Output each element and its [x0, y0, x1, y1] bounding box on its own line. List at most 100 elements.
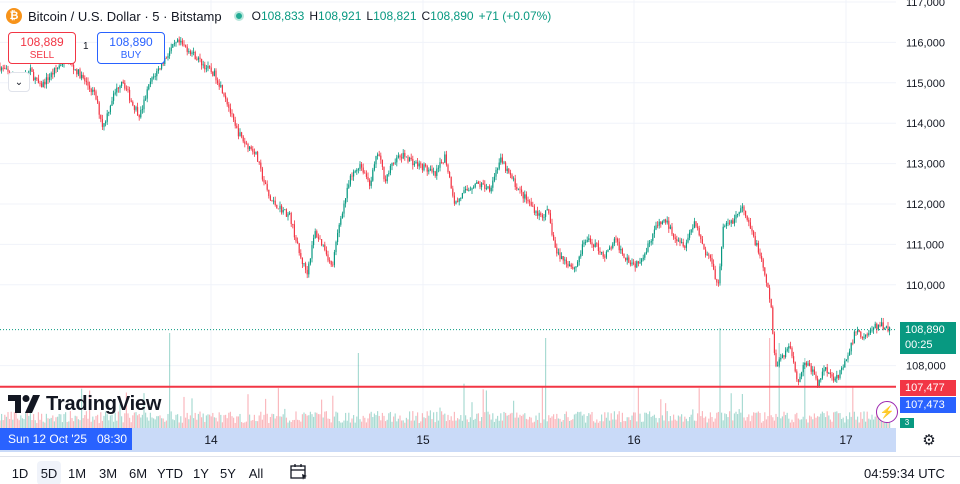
candle-body-234: [373, 164, 375, 170]
candle-body-140: [223, 93, 225, 96]
buy-button[interactable]: 108,890 BUY: [97, 32, 165, 64]
candle-body-215: [343, 203, 345, 214]
gear-icon[interactable]: ⚙: [918, 429, 940, 451]
volume-bar-293: [468, 422, 470, 428]
candle-body-170: [271, 200, 273, 202]
symbol-title[interactable]: Bitcoin / U.S. Dollar · 5 · Bitstamp: [28, 8, 222, 24]
candle-body-74: [117, 87, 119, 89]
volume-bar-514: [821, 411, 823, 428]
volume-bar-120: [191, 398, 193, 428]
calendar-icon[interactable]: [287, 461, 311, 484]
range-button-1d[interactable]: 1D: [6, 461, 34, 484]
candle-body-472: [754, 235, 756, 245]
volume-bar-512: [818, 416, 820, 428]
range-button-5y[interactable]: 5Y: [216, 461, 240, 484]
volume-bar-280: [447, 414, 449, 428]
volume-bar-43: [68, 421, 70, 428]
volume-bar-534: [853, 411, 855, 428]
volume-bar-158: [252, 420, 254, 428]
volume-bar-8: [12, 419, 14, 428]
volume-bar-275: [439, 407, 441, 428]
candle-body-375: [599, 250, 601, 253]
candle-body-519: [829, 372, 831, 375]
candle-body-168: [268, 189, 270, 197]
candle-body-97: [154, 76, 156, 78]
volume-bar-414: [661, 415, 663, 428]
range-button-3m[interactable]: 3M: [94, 461, 122, 484]
volume-bar-138: [220, 414, 222, 428]
volume-bar-386: [617, 414, 619, 428]
volume-bar-218: [348, 412, 350, 428]
price-chart[interactable]: 117,000 116,000 115,000 114,000 113,000 112,0…: [0, 0, 960, 452]
volume-bar-425: [679, 416, 681, 428]
volume-bar-253: [404, 422, 406, 428]
volume-bar-182: [290, 422, 292, 428]
volume-bar-320: [511, 412, 513, 428]
range-button-all[interactable]: All: [243, 461, 269, 484]
volume-bar-504: [805, 419, 807, 428]
volume-bar-339: [541, 387, 543, 428]
volume-bar-184: [293, 419, 295, 428]
candle-body-463: [740, 208, 742, 213]
volume-bar-376: [601, 414, 603, 428]
candle-body-503: [804, 362, 806, 365]
range-button-1m[interactable]: 1M: [64, 461, 90, 484]
price-tick-label-8: 108,000: [906, 361, 946, 373]
candle-body-410: [655, 225, 657, 230]
candle-body-439: [701, 239, 703, 244]
range-button-6m[interactable]: 6M: [124, 461, 152, 484]
volume-bar-56: [89, 390, 91, 428]
candle-body-351: [561, 256, 563, 260]
candle-body-185: [295, 237, 297, 242]
candle-body-214: [341, 213, 343, 219]
candle-body-420: [671, 226, 673, 235]
candle-body-484: [773, 333, 775, 353]
candle-body-538: [860, 331, 862, 338]
volume-bar-502: [802, 416, 804, 428]
chevron-down-icon[interactable]: ⌄: [8, 72, 30, 92]
candle-body-436: [697, 226, 699, 229]
candle-body-535: [855, 331, 857, 333]
volume-bar-533: [852, 387, 854, 428]
range-button-ytd[interactable]: YTD: [154, 461, 186, 484]
spread-value: 1: [83, 41, 89, 52]
volume-bar-452: [722, 420, 724, 428]
candle-body-356: [569, 264, 571, 267]
candle-body-512: [818, 380, 820, 388]
candle-body-411: [657, 225, 659, 227]
volume-bar-438: [700, 416, 702, 428]
candle-body-250: [399, 155, 401, 158]
volume-bar-74: [117, 411, 119, 428]
volume-bar-221: [353, 415, 355, 428]
volume-bar-13: [20, 415, 22, 428]
candle-body-491: [785, 350, 787, 358]
candle-body-171: [273, 200, 275, 202]
candle-body-498: [796, 371, 798, 380]
volume-bar-204: [325, 411, 327, 428]
volume-bar-212: [338, 421, 340, 428]
candle-body-229: [365, 173, 367, 177]
candle-body-213: [340, 218, 342, 225]
range-button-5d[interactable]: 5D: [37, 461, 61, 484]
range-button-1y[interactable]: 1Y: [189, 461, 213, 484]
volume-bar-353: [564, 413, 566, 428]
time-axis[interactable]: 14 15 16 17: [204, 433, 853, 447]
volume-bar-217: [346, 420, 348, 428]
utc-clock[interactable]: 04:59:34 UTC: [864, 466, 945, 481]
volume-bar-81: [129, 417, 131, 428]
candle-body-438: [700, 235, 702, 240]
volume-bar-498: [796, 412, 798, 428]
candle-body-523: [836, 374, 838, 379]
sell-button[interactable]: 108,889 SELL: [8, 32, 76, 64]
candle-body-399: [637, 261, 639, 264]
candle-body-325: [519, 188, 521, 190]
price-axis[interactable]: 117,000 116,000 115,000 114,000 113,000 112,0…: [906, 0, 946, 373]
volume-bar-314: [501, 420, 503, 428]
candle-body-160: [255, 151, 257, 154]
lightning-icon[interactable]: ⚡: [876, 401, 898, 423]
candle-body-53: [84, 77, 86, 82]
candle-body-228: [364, 172, 366, 174]
candle-body-546: [873, 328, 875, 330]
candle-body-135: [215, 70, 217, 81]
volume-bar-297: [474, 418, 476, 428]
